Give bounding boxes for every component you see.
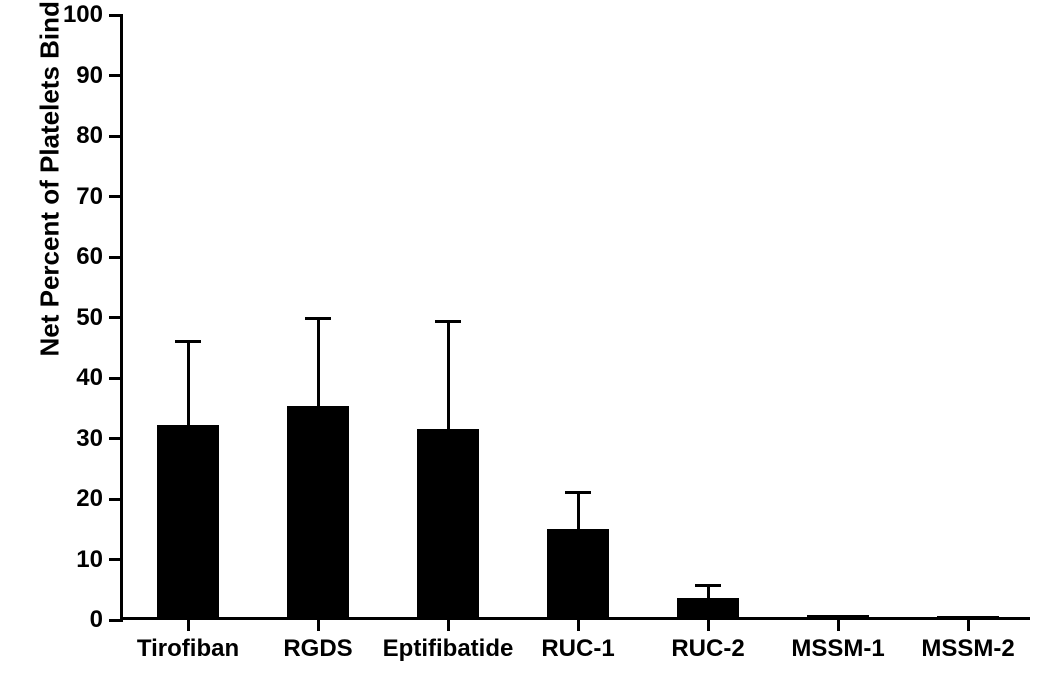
y-tick bbox=[109, 316, 123, 319]
plot-area: 0102030405060708090100TirofibanRGDSEptif… bbox=[120, 15, 1030, 620]
error-bar-line bbox=[317, 319, 320, 410]
error-bar-cap bbox=[175, 340, 201, 343]
x-tick-label: MSSM-1 bbox=[791, 635, 884, 663]
y-tick-label: 100 bbox=[63, 1, 103, 29]
y-tick bbox=[109, 498, 123, 501]
bar bbox=[157, 425, 219, 617]
y-tick-label: 90 bbox=[76, 62, 103, 90]
error-bar-line bbox=[187, 342, 190, 428]
y-tick bbox=[109, 437, 123, 440]
x-tick-label: MSSM-2 bbox=[921, 635, 1014, 663]
y-tick-label: 20 bbox=[76, 485, 103, 513]
x-tick bbox=[187, 617, 190, 631]
y-tick-label: 80 bbox=[76, 122, 103, 150]
y-axis-label: Net Percent of Platelets Binding Fibrino… bbox=[35, 0, 66, 357]
x-tick bbox=[447, 617, 450, 631]
y-tick bbox=[109, 74, 123, 77]
y-tick-label: 30 bbox=[76, 425, 103, 453]
y-tick-label: 70 bbox=[76, 183, 103, 211]
error-bar-line bbox=[707, 586, 710, 602]
bar bbox=[417, 429, 479, 617]
y-tick bbox=[109, 377, 123, 380]
x-tick-label: RUC-2 bbox=[671, 635, 744, 663]
y-tick bbox=[109, 619, 123, 622]
y-tick-label: 60 bbox=[76, 243, 103, 271]
y-tick bbox=[109, 14, 123, 17]
x-tick bbox=[577, 617, 580, 631]
bar bbox=[937, 616, 999, 617]
x-tick bbox=[967, 617, 970, 631]
error-bar-cap bbox=[305, 317, 331, 320]
bar bbox=[547, 529, 609, 617]
error-bar-line bbox=[577, 493, 580, 532]
x-tick-label: RGDS bbox=[283, 635, 352, 663]
x-tick bbox=[837, 617, 840, 631]
y-tick-label: 0 bbox=[90, 606, 103, 634]
error-bar-line bbox=[447, 322, 450, 432]
bar bbox=[807, 615, 869, 617]
y-tick-label: 50 bbox=[76, 304, 103, 332]
y-tick bbox=[109, 135, 123, 138]
chart-container: Net Percent of Platelets Binding Fibrino… bbox=[0, 0, 1050, 682]
x-tick-label: Eptifibatide bbox=[383, 635, 514, 663]
x-tick-label: Tirofiban bbox=[137, 635, 239, 663]
y-tick bbox=[109, 256, 123, 259]
error-bar-cap bbox=[435, 320, 461, 323]
y-tick-label: 40 bbox=[76, 364, 103, 392]
error-bar-cap bbox=[565, 491, 591, 494]
y-tick bbox=[109, 558, 123, 561]
bar bbox=[287, 406, 349, 617]
error-bar-cap bbox=[695, 584, 721, 587]
x-tick bbox=[707, 617, 710, 631]
x-tick bbox=[317, 617, 320, 631]
y-tick-label: 10 bbox=[76, 546, 103, 574]
y-tick bbox=[109, 195, 123, 198]
x-tick-label: RUC-1 bbox=[541, 635, 614, 663]
